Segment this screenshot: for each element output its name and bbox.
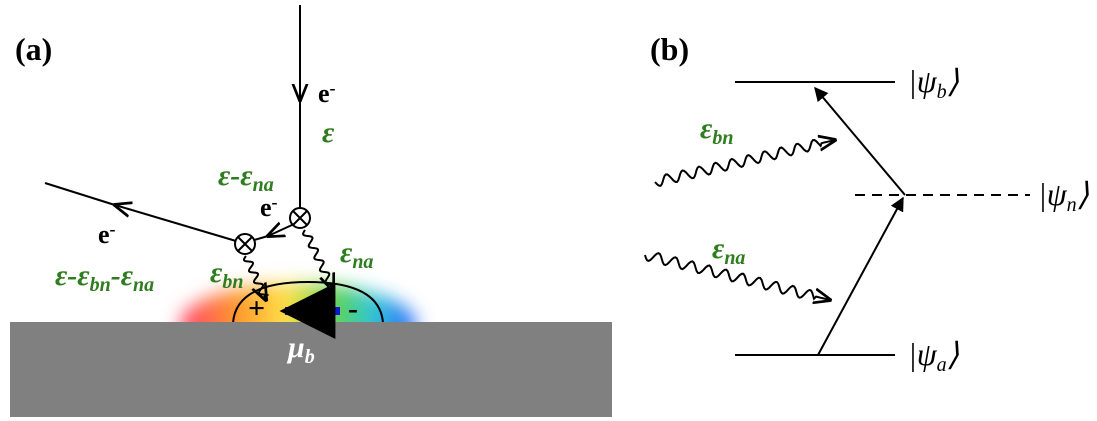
intermediate-path: [268, 225, 293, 236]
dipole-label: μb: [286, 331, 315, 368]
electron-label: e-: [318, 78, 336, 108]
outgoing-path: [44, 182, 119, 207]
photon-bn: [243, 255, 270, 300]
state-label: |ψb⟩: [908, 63, 960, 103]
panel-label: (b): [650, 31, 689, 67]
photon-na: [302, 229, 333, 290]
energy-label: ε-εbn-εna: [55, 259, 154, 296]
photon-label: εbn: [700, 112, 733, 149]
electron-label: e-: [260, 192, 278, 222]
state-label: |ψn⟩: [1038, 176, 1090, 216]
photon-na: [644, 252, 830, 300]
electron-label: e-: [98, 219, 116, 249]
photon-label: εna: [712, 232, 745, 269]
intermediate-path: [253, 235, 269, 241]
plus-sign: +: [248, 292, 265, 325]
vertex: [289, 207, 311, 229]
substrate: [10, 322, 612, 417]
minus-sign: -: [348, 292, 358, 325]
outgoing-path: [115, 205, 237, 242]
energy-label: ε: [322, 116, 335, 149]
vertex: [234, 233, 256, 255]
state-label: |ψa⟩: [908, 336, 960, 376]
transition-arrow: [814, 86, 906, 196]
panel-label: (a): [15, 31, 52, 67]
energy-label: ε-εna: [218, 159, 274, 196]
transition-arrow: [817, 196, 904, 356]
photon-label: εna: [340, 236, 373, 273]
photon-bn: [654, 140, 835, 187]
particle-outline: [232, 280, 384, 324]
photon-label: εbn: [210, 256, 243, 293]
